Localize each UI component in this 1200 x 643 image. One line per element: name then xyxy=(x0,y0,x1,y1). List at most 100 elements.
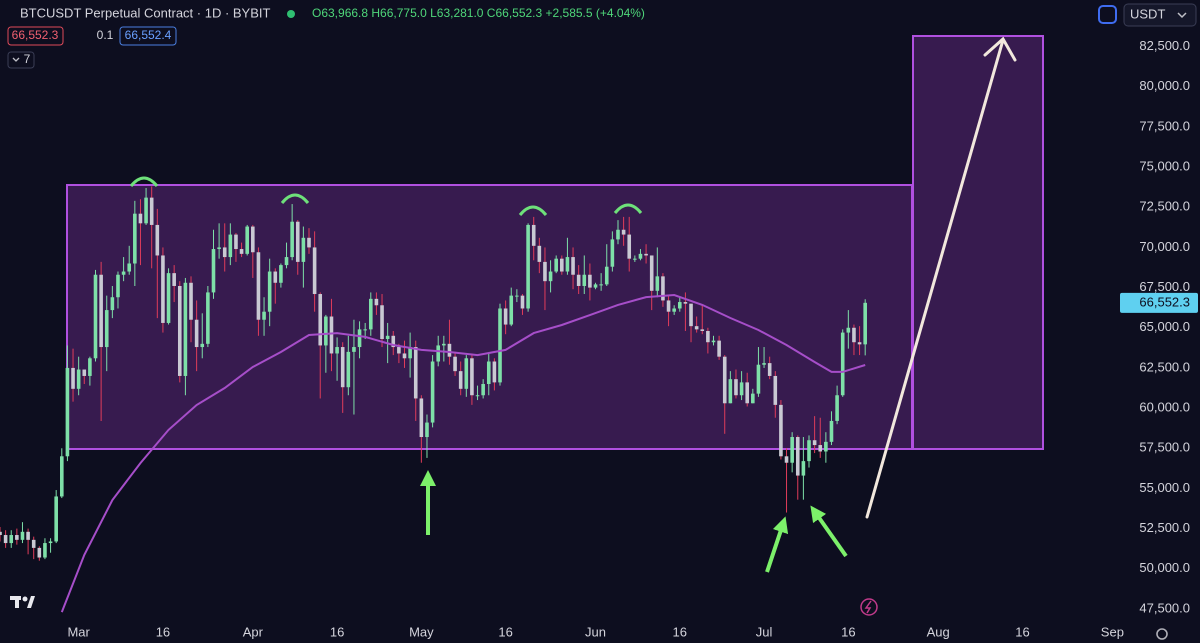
candle-body xyxy=(604,266,609,285)
target-box xyxy=(912,35,1044,450)
currency-select[interactable] xyxy=(1123,3,1197,27)
candle-body xyxy=(110,297,115,311)
y-tick-label: 50,000.0 xyxy=(1139,560,1190,575)
y-tick-label: 70,000.0 xyxy=(1139,239,1190,254)
arrow-shaft xyxy=(865,38,1005,519)
candle-body xyxy=(520,295,525,309)
symbol-title: BTCUSDT Perpetual Contract · 1D · BYBIT xyxy=(20,5,271,20)
candle-body xyxy=(453,356,457,372)
alert-icon[interactable] xyxy=(860,598,878,616)
candle-body xyxy=(706,330,710,343)
candle-body xyxy=(840,332,845,396)
candle-body xyxy=(121,271,126,275)
candle-body xyxy=(464,358,469,389)
candle-body xyxy=(402,353,407,359)
candle-body xyxy=(177,285,182,376)
x-tick-label: Aug xyxy=(927,624,950,639)
target-arrow xyxy=(865,36,1017,519)
x-tick-label: Jun xyxy=(585,624,606,639)
spread: 0.1 xyxy=(97,28,114,42)
candle-body xyxy=(374,298,379,306)
candle-body xyxy=(666,300,671,312)
candle-body xyxy=(144,197,148,224)
settings-icon[interactable] xyxy=(1156,628,1168,640)
candle-body xyxy=(638,253,643,259)
candle-body xyxy=(133,213,137,264)
candle-body xyxy=(576,274,581,286)
candle-body xyxy=(262,311,266,320)
candle-body xyxy=(560,258,564,272)
candle-body xyxy=(295,221,300,262)
candle-body xyxy=(644,253,648,256)
candle-body xyxy=(447,343,452,357)
logo-part xyxy=(15,596,19,608)
candle-body xyxy=(267,271,272,312)
logo-part xyxy=(22,596,28,602)
indicators-toggle[interactable] xyxy=(7,51,35,69)
candle-body xyxy=(812,440,817,446)
candle-body xyxy=(48,541,53,544)
candle-body xyxy=(419,398,424,438)
y-tick-label: 62,500.0 xyxy=(1139,359,1190,374)
candle-body xyxy=(172,273,176,286)
x-tick-label: 16 xyxy=(673,624,687,639)
candle-body xyxy=(475,395,480,397)
last-price-label: 66,552.3 xyxy=(1139,294,1190,309)
candle-body xyxy=(543,261,547,282)
candle-body xyxy=(104,310,109,348)
candle-body xyxy=(138,213,143,224)
candle-body xyxy=(633,258,637,260)
candle-body xyxy=(26,531,30,540)
y-tick-label: 80,000.0 xyxy=(1139,78,1190,93)
candle-body xyxy=(397,347,401,354)
candle-body xyxy=(824,441,828,452)
bid-box[interactable] xyxy=(7,26,64,46)
candle-body xyxy=(818,445,823,452)
candle-body xyxy=(627,234,632,259)
candle-body xyxy=(155,224,160,256)
candle-body xyxy=(852,327,856,343)
candle-body xyxy=(661,276,665,301)
x-tick-label: 16 xyxy=(1015,624,1029,639)
candle-body xyxy=(194,319,199,348)
candle-body xyxy=(368,298,373,330)
compare-button[interactable] xyxy=(1098,5,1117,24)
candle-body xyxy=(245,226,249,254)
candle-body xyxy=(739,382,744,396)
x-tick-label: 16 xyxy=(156,624,170,639)
candle-body xyxy=(683,302,688,304)
candle-body xyxy=(189,282,193,320)
candle-body xyxy=(767,363,772,376)
y-tick-label: 47,500.0 xyxy=(1139,600,1190,615)
candle-body xyxy=(722,356,727,404)
last-price-marker xyxy=(1120,292,1198,313)
candle-body xyxy=(37,547,42,558)
candle-body xyxy=(498,308,502,383)
candle-body xyxy=(486,361,491,384)
candle-body xyxy=(15,535,19,540)
candle-body xyxy=(408,347,412,359)
y-tick-label: 60,000.0 xyxy=(1139,400,1190,415)
y-tick-label: 75,000.0 xyxy=(1139,159,1190,174)
x-tick-label: May xyxy=(409,624,434,639)
candle-body xyxy=(588,274,592,288)
candle-body xyxy=(829,420,834,442)
arc xyxy=(129,176,159,187)
candle-body xyxy=(183,282,188,376)
candle-body xyxy=(436,345,441,362)
candle-body xyxy=(537,245,542,262)
candle-body xyxy=(161,255,165,323)
candle-body xyxy=(239,249,244,254)
candle-body xyxy=(593,284,598,288)
candle-body xyxy=(324,316,328,346)
x-tick-label: 16 xyxy=(841,624,855,639)
candle-body xyxy=(700,329,705,331)
ask-box[interactable] xyxy=(119,26,177,46)
candle-body xyxy=(20,531,25,540)
y-tick-label: 82,500.0 xyxy=(1139,38,1190,53)
candle-body xyxy=(565,257,570,272)
candle-body xyxy=(290,221,294,258)
candle-body xyxy=(352,347,356,352)
arc xyxy=(613,203,643,214)
